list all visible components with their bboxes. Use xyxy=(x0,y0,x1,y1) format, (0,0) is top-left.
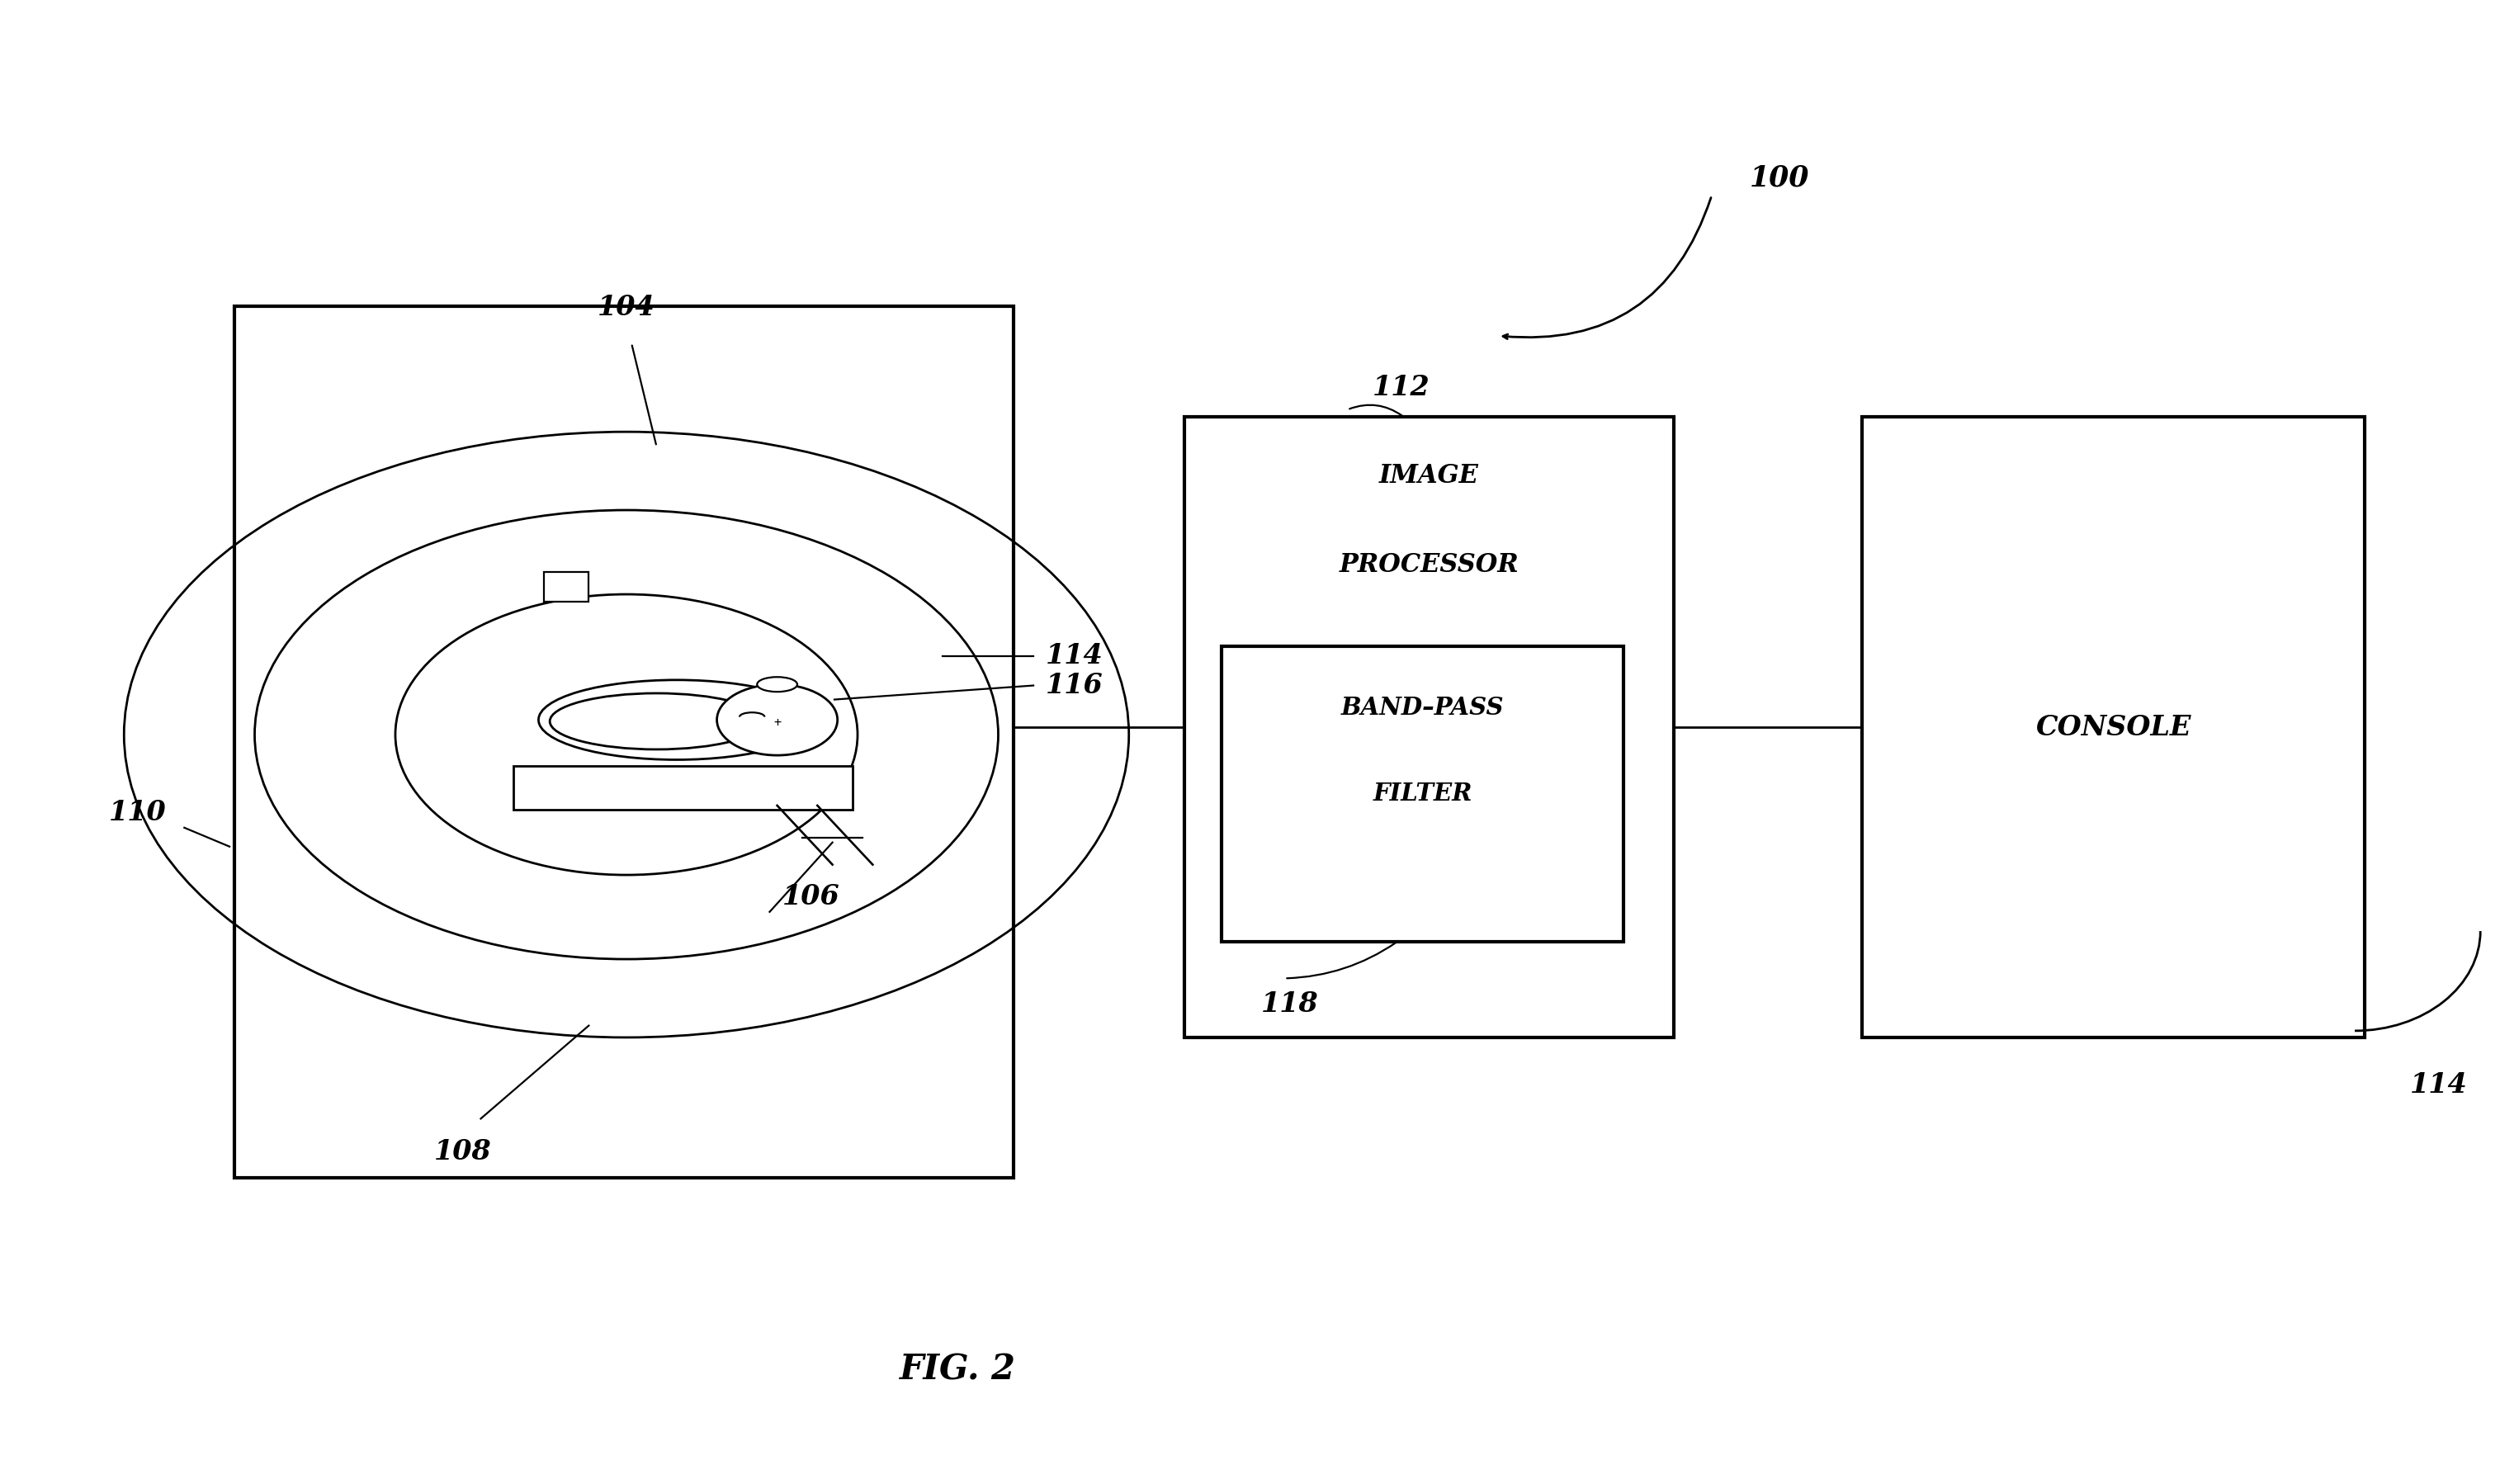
Circle shape xyxy=(718,684,836,755)
Text: 104: 104 xyxy=(597,294,655,321)
Bar xyxy=(514,766,851,810)
Bar xyxy=(1222,646,1625,941)
Text: FIG. 2: FIG. 2 xyxy=(899,1352,1015,1388)
Text: +: + xyxy=(773,717,781,729)
Text: 114: 114 xyxy=(1045,643,1103,669)
Bar xyxy=(234,306,1013,1178)
Text: IMAGE: IMAGE xyxy=(1380,463,1479,488)
Ellipse shape xyxy=(758,677,799,692)
Text: FILTER: FILTER xyxy=(1373,782,1474,806)
Text: BAND–PASS: BAND–PASS xyxy=(1340,696,1504,720)
Text: 114: 114 xyxy=(2411,1071,2469,1098)
Text: 100: 100 xyxy=(1748,163,1809,191)
Text: 108: 108 xyxy=(433,1138,491,1165)
Text: 112: 112 xyxy=(1373,374,1431,401)
Text: PROCESSOR: PROCESSOR xyxy=(1340,552,1519,577)
Text: CONSOLE: CONSOLE xyxy=(2035,714,2192,741)
Bar xyxy=(1184,417,1675,1037)
Ellipse shape xyxy=(539,680,814,760)
Text: 116: 116 xyxy=(1045,672,1103,699)
Text: 106: 106 xyxy=(783,883,839,911)
Text: 118: 118 xyxy=(1262,990,1317,1018)
Ellipse shape xyxy=(549,693,763,749)
Bar xyxy=(544,573,589,601)
Bar xyxy=(1862,417,2365,1037)
Text: 110: 110 xyxy=(108,800,166,827)
